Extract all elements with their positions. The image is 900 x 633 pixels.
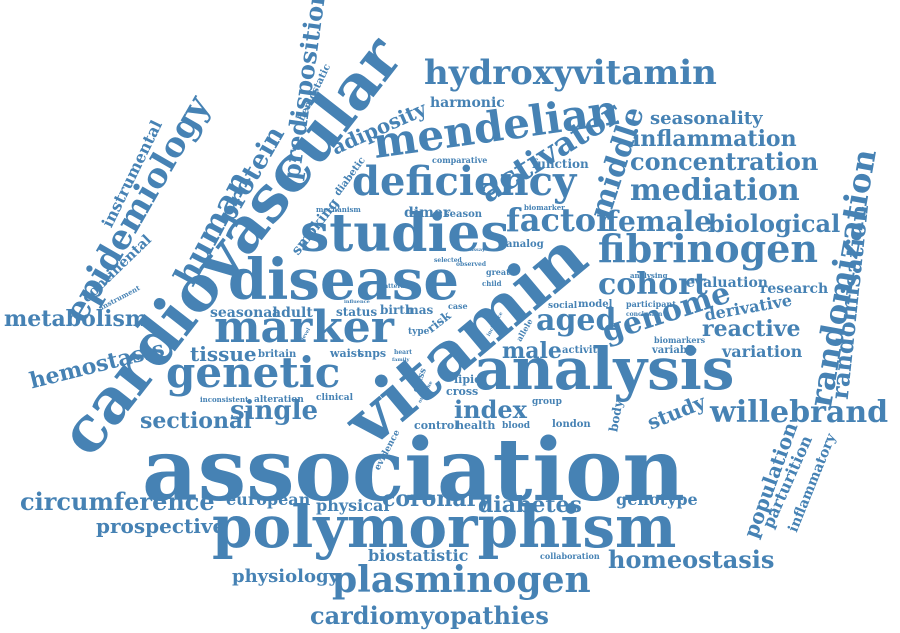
word-social: social (548, 301, 578, 311)
word-participant: participant (626, 299, 676, 309)
word-metabolism: metabolism (4, 306, 149, 332)
word-mechanism: mechanism (316, 205, 361, 214)
word-analog: analog (506, 239, 544, 250)
word-analysing: analysing (630, 271, 668, 280)
word-male: male (502, 338, 562, 364)
word-cohort: cohort (598, 267, 708, 302)
word-harmonic: harmonic (430, 95, 505, 111)
word-genetic: genetic (166, 348, 341, 397)
word-case: case (448, 301, 468, 311)
word-european: european (226, 490, 311, 509)
word-marker: marker (214, 302, 394, 353)
word-type: type (408, 327, 430, 337)
word-group: group (532, 397, 562, 407)
word-fibrinogen: fibrinogen (598, 226, 819, 271)
word-association: association (142, 420, 685, 521)
word-genotype: genotype (616, 490, 698, 509)
word-studies: studies (300, 203, 510, 264)
word-evaluation: evaluation (686, 275, 768, 291)
word-family: family (392, 357, 410, 363)
word-heart: heart (394, 349, 412, 356)
word-deficiency: deficiency (352, 158, 577, 205)
word-circumference: circumference (20, 487, 215, 516)
word-tissue: tissue (190, 342, 257, 366)
word-clinical: clinical (316, 393, 354, 403)
word-collaboration: collaboration (540, 551, 600, 561)
word-blood: blood (502, 421, 531, 431)
word-adult: adult (272, 305, 313, 321)
word-disease: disease (228, 247, 460, 313)
word-influence: influence (344, 299, 370, 305)
word-variation: variation (722, 342, 803, 361)
word-mas: mas (406, 303, 434, 317)
word-analysis: analysis (474, 335, 735, 403)
word-activity: activity (562, 345, 604, 356)
word-aged: aged (536, 303, 617, 338)
word-willebrand: willebrand (710, 395, 889, 430)
word-prospective: prospective (96, 514, 226, 538)
word-cross: cross (446, 385, 479, 398)
word-lipid: lipid (454, 373, 482, 386)
word-physical: physical (316, 496, 390, 515)
word-inflammation: inflammation (632, 126, 797, 152)
word-single: single (230, 396, 319, 426)
word-factor: factor (506, 201, 613, 239)
word-physiology: physiology (232, 566, 339, 587)
word-biomarker: biomarker (524, 203, 565, 212)
word-reactive: reactive (702, 316, 801, 342)
word-child: child (482, 279, 502, 288)
word-control: control (414, 419, 459, 432)
word-sectional: sectional (140, 408, 252, 434)
word-concentration: concentration (630, 147, 819, 176)
word-coronary: coronary (382, 486, 491, 512)
word-function: function (532, 157, 589, 171)
word-inconsistent: inconsistent (200, 395, 249, 404)
word-seasonality: seasonality (650, 108, 763, 129)
word-hydroxyvitamin: hydroxyvitamin (424, 53, 717, 93)
word-comparative: comparative (432, 155, 488, 165)
word-pattern: pattern (380, 283, 405, 290)
word-assay: assay (470, 247, 486, 253)
word-health: health (456, 419, 496, 432)
word-biological: biological (708, 209, 841, 238)
word-season: season (444, 209, 483, 220)
word-snps: snps (358, 347, 387, 360)
word-dimer: dimer (404, 205, 451, 221)
word-status: status (336, 305, 378, 319)
word-great: great (486, 267, 510, 277)
word-cardiomyopathies: cardiomyopathies (310, 601, 549, 630)
word-observed: observed (456, 261, 487, 268)
word-birth: birth (380, 303, 414, 317)
word-index: index (454, 395, 527, 424)
word-diabetes: diabetes (478, 492, 582, 518)
word-conclusion: conclusion (626, 311, 663, 318)
word-mediation: mediation (630, 173, 800, 208)
word-alteration: alteration (254, 395, 304, 405)
word-research: research (760, 281, 829, 297)
word-biostatistic: biostatistic (368, 546, 469, 565)
word-homeostasis: homeostasis (608, 545, 775, 574)
word-female: female (606, 205, 713, 238)
word-variable: variable (652, 345, 697, 356)
word-polymorphism: polymorphism (212, 493, 677, 561)
word-london: london (552, 419, 591, 430)
word-waist: waist (330, 347, 363, 360)
word-selected: selected (434, 257, 462, 264)
word-plasminogen: plasminogen (332, 559, 591, 601)
word-model: model (578, 299, 613, 310)
word-biomarkers: biomarkers (654, 335, 706, 345)
word-britain: britain (258, 349, 297, 360)
word-seasonal: seasonal (210, 305, 278, 321)
